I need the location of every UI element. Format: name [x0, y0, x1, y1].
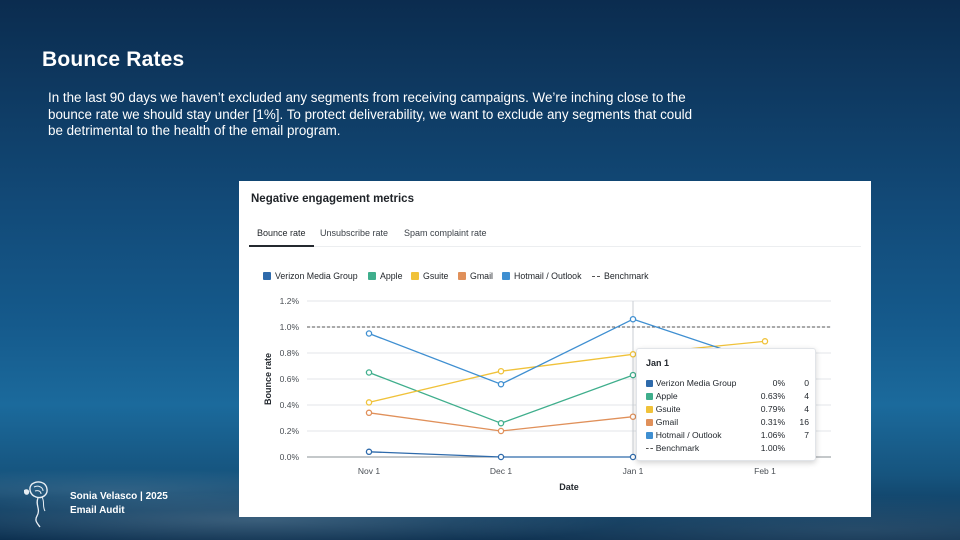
tooltip-swatch-hotmail [646, 431, 653, 439]
y-tick-label: 0.6% [280, 374, 300, 384]
tooltip-pct: 1.06% [760, 430, 786, 440]
tooltip-row-benchmark: Benchmark 1.00% [646, 442, 809, 454]
slide-title: Bounce Rates [42, 48, 185, 71]
legend-swatch-gmail [458, 272, 466, 280]
legend-label-benchmark: Benchmark [604, 271, 649, 281]
tooltip-count: 7 [804, 430, 809, 440]
x-axis-title: Date [559, 482, 579, 492]
tooltip-name: Gsuite [655, 404, 681, 414]
data-point-verizon [629, 453, 637, 461]
tooltip-row-hotmail: Hotmail / Outlook 1.06% 7 [646, 429, 809, 441]
footer-name: Sonia Velasco | 2025 [70, 491, 168, 502]
legend-label-verizon: Verizon Media Group [275, 271, 358, 281]
tooltip-pct: 0.31% [760, 417, 786, 427]
data-point-verizon [365, 448, 373, 456]
tooltip-count: 4 [804, 404, 809, 414]
data-point-gsuite [761, 338, 769, 345]
legend-label-gsuite: Gsuite [423, 271, 449, 281]
footer-author: Sonia Velasco | 2025 Email Audit [70, 490, 168, 517]
x-tick-label: Jan 1 [623, 466, 644, 476]
tooltip-row-gmail: Gmail 0.31% 16 [646, 416, 809, 428]
data-point-gsuite [629, 351, 637, 358]
tab-spam-complaint-rate[interactable]: Spam complaint rate [404, 228, 487, 238]
tooltip-name: Apple [655, 391, 678, 401]
tooltip-name: Verizon Media Group [655, 378, 737, 388]
y-tick-label: 0.4% [280, 400, 300, 410]
legend-gmail[interactable]: Gmail [458, 271, 493, 281]
tooltip-name: Gmail [655, 417, 679, 427]
data-point-verizon [497, 453, 505, 461]
chart-tooltip: Jan 1 Verizon Media Group 0% 0 Apple 0.6… [636, 348, 816, 461]
data-point-apple [497, 419, 505, 427]
legend-benchmark[interactable]: Benchmark [592, 271, 649, 281]
data-point-gmail [629, 413, 637, 420]
data-point-gsuite [365, 399, 373, 406]
footer-subtitle: Email Audit [70, 504, 125, 516]
tooltip-swatch-gsuite [646, 405, 653, 413]
series-line-apple [368, 371, 634, 424]
metric-tabs: Bounce rate Unsubscribe rate Spam compla… [249, 221, 861, 247]
card-title: Negative engagement metrics [251, 193, 414, 205]
tooltip-row-apple: Apple 0.63% 4 [646, 390, 809, 402]
metrics-card: Negative engagement metrics Bounce rate … [239, 181, 871, 517]
y-tick-label: 1.0% [280, 322, 300, 332]
y-tick-label: 0.0% [280, 452, 300, 462]
legend-swatch-hotmail [502, 272, 510, 280]
series-line-gsuite [368, 340, 766, 404]
x-tick-label: Nov 1 [358, 466, 380, 476]
tooltip-swatch-verizon [646, 379, 653, 387]
tooltip-date: Jan 1 [646, 358, 670, 368]
data-point-apple [365, 369, 373, 376]
legend-label-apple: Apple [380, 271, 403, 281]
tooltip-count: 0 [804, 378, 809, 388]
x-tick-label: Dec 1 [490, 466, 512, 476]
y-tick-label: 1.2% [280, 296, 300, 306]
tab-unsubscribe-rate[interactable]: Unsubscribe rate [320, 228, 389, 238]
tooltip-pct: 0% [772, 378, 786, 388]
tooltip-count: 16 [799, 417, 809, 427]
legend-verizon[interactable]: Verizon Media Group [263, 271, 358, 281]
legend-swatch-verizon [263, 272, 271, 280]
legend-swatch-apple [368, 272, 376, 280]
tooltip-count: 4 [804, 391, 809, 401]
legend-swatch-gsuite [411, 272, 419, 280]
legend-hotmail[interactable]: Hotmail / Outlook [502, 271, 581, 281]
slide-body-text: In the last 90 days we haven’t excluded … [48, 90, 693, 138]
seaweed-shell-logo [24, 481, 48, 528]
data-point-hotmail [629, 315, 637, 323]
tooltip-pct: 0.63% [760, 391, 786, 401]
data-point-gmail [365, 409, 373, 417]
data-point-hotmail [365, 330, 373, 337]
tooltip-swatch-apple [646, 392, 653, 400]
series-line-hotmail [368, 318, 766, 385]
y-axis-title: Bounce rate [263, 353, 273, 405]
y-tick-label: 0.2% [280, 426, 300, 436]
tooltip-pct: 0.79% [760, 404, 786, 414]
tooltip-name: Benchmark [655, 443, 700, 453]
tab-bounce-rate[interactable]: Bounce rate [249, 221, 314, 247]
y-tick-label: 0.8% [280, 348, 300, 358]
data-point-gsuite [497, 367, 505, 375]
tooltip-dash-benchmark [646, 447, 653, 449]
tooltip-pct: 1.00% [760, 443, 786, 453]
tooltip-name: Hotmail / Outlook [655, 430, 722, 440]
data-point-hotmail [497, 380, 505, 388]
data-point-gmail [497, 427, 505, 435]
legend-dash-benchmark [592, 275, 600, 277]
legend-label-hotmail: Hotmail / Outlook [514, 271, 582, 281]
tooltip-row-gsuite: Gsuite 0.79% 4 [646, 403, 809, 415]
legend-gsuite[interactable]: Gsuite [411, 271, 448, 281]
tooltip-row-verizon: Verizon Media Group 0% 0 [646, 377, 809, 389]
x-tick-label: Feb 1 [754, 466, 776, 476]
data-point-apple [629, 371, 637, 379]
legend-label-gmail: Gmail [470, 271, 493, 281]
tooltip-swatch-gmail [646, 418, 653, 426]
legend-apple[interactable]: Apple [368, 271, 403, 281]
